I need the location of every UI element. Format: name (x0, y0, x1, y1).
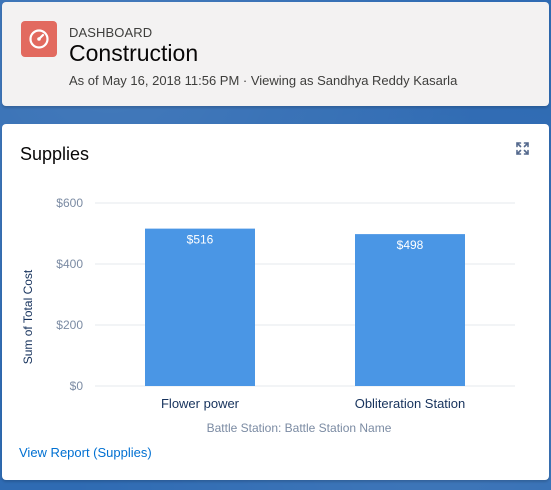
supplies-chart: $0 $200 $400 $600 $516 Flower power $498 Oblit… (21, 196, 515, 435)
gauge-icon (21, 21, 57, 57)
bar[interactable] (145, 228, 255, 386)
dashboard-header: DASHBOARD Construction As of May 16, 201… (2, 2, 549, 106)
y-axis-label: Sum of Total Cost (21, 269, 35, 364)
x-axis-label: Battle Station: Battle Station Name (207, 421, 392, 435)
view-report-link[interactable]: View Report (Supplies) (19, 445, 152, 460)
expand-icon (515, 141, 529, 155)
dashboard-subtitle: As of May 16, 2018 11:56 PM · Viewing as… (69, 73, 458, 88)
bar-data-label: $498 (397, 238, 424, 252)
card-title: Supplies (20, 144, 90, 164)
y-tick-label: $200 (56, 318, 83, 332)
expand-button[interactable] (514, 140, 530, 156)
bar[interactable] (355, 234, 465, 386)
y-tick-label: $400 (56, 257, 83, 271)
y-tick-label: $600 (56, 196, 83, 210)
y-tick-label: $0 (70, 379, 84, 393)
dashboard-label: DASHBOARD (69, 25, 153, 40)
x-tick-label: Flower power (161, 396, 240, 411)
bar-data-label: $516 (187, 233, 214, 247)
x-tick-label: Obliteration Station (355, 396, 466, 411)
page-title: Construction (69, 40, 199, 66)
supplies-card: Supplies $0 $200 $400 $600 $516 Flower power… (2, 124, 549, 480)
